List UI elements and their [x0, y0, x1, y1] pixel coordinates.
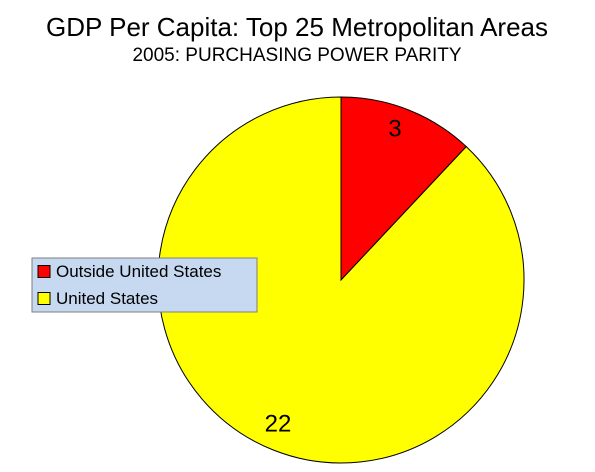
pie-slice — [157, 96, 525, 464]
legend-label: Outside United States — [56, 262, 221, 281]
data-label: 22 — [265, 410, 292, 437]
pie-slice — [340, 96, 467, 282]
legend-swatch — [37, 292, 51, 305]
legend-swatch — [37, 265, 51, 278]
chart-title: GDP Per Capita: Top 25 Metropolitan Area… — [46, 12, 548, 42]
legend-label: United States — [56, 289, 158, 308]
legend-box — [31, 257, 258, 313]
chart-subtitle: 2005: PURCHASING POWER PARITY — [132, 45, 461, 66]
data-label: 3 — [388, 115, 401, 142]
